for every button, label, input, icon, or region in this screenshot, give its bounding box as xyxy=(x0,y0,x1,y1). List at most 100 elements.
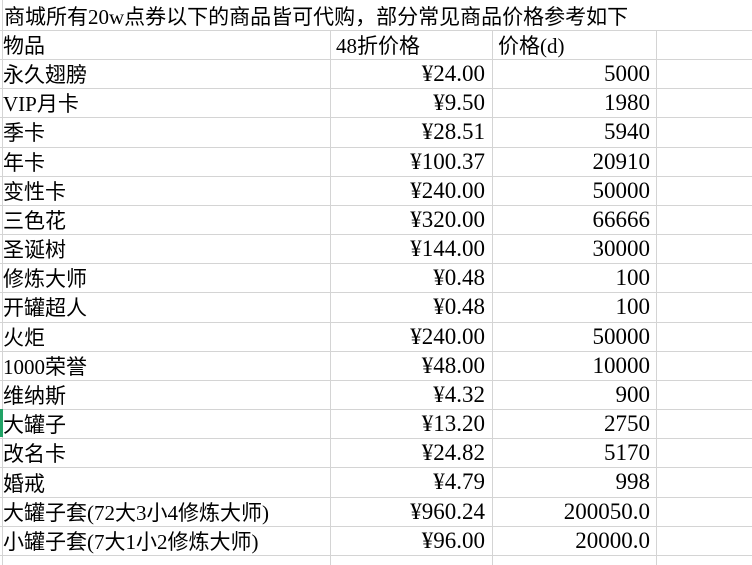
table-row: 大罐子套(72大3小4修炼大师) ¥960.24 200050.0 xyxy=(0,497,752,527)
price-d-cell[interactable]: 900 xyxy=(493,380,657,410)
empty-cell[interactable] xyxy=(657,148,752,176)
discount-price-cell[interactable]: ¥240.00 xyxy=(331,322,493,351)
table-row: 火炬 ¥240.00 50000 xyxy=(0,322,752,352)
price-d-cell[interactable]: 50000 xyxy=(493,322,657,351)
item-cell[interactable]: 修炼大师 xyxy=(0,264,331,293)
empty-cell[interactable] xyxy=(657,235,752,263)
discount-price-cell[interactable]: ¥48.00 xyxy=(331,351,493,380)
empty-cell[interactable] xyxy=(657,556,752,565)
discount-price-cell[interactable]: ¥240.00 xyxy=(331,176,493,205)
discount-price-cell[interactable]: ¥4.79 xyxy=(331,468,493,497)
price-d-cell[interactable]: 5940 xyxy=(493,118,657,147)
table-body: 永久翅膀 ¥24.00 5000 VIP月卡 ¥9.50 1980 季卡 ¥28… xyxy=(0,60,752,556)
empty-cell[interactable] xyxy=(657,60,752,88)
item-cell[interactable]: 维纳斯 xyxy=(0,380,331,410)
discount-price-cell[interactable]: ¥320.00 xyxy=(331,205,493,235)
empty-cell[interactable] xyxy=(657,293,752,321)
discount-price-cell[interactable]: ¥96.00 xyxy=(331,526,493,555)
item-cell[interactable]: 小罐子套(7大1小2修炼大师) xyxy=(0,526,331,555)
empty-row xyxy=(0,555,752,565)
discount-price-cell[interactable]: ¥24.00 xyxy=(331,60,493,89)
table-row: 开罐超人 ¥0.48 100 xyxy=(0,293,752,323)
column-header-item[interactable]: 物品 xyxy=(0,31,331,59)
table-row: 三色花 ¥320.00 66666 xyxy=(0,205,752,236)
table-row: VIP月卡 ¥9.50 1980 xyxy=(0,89,752,119)
item-cell[interactable]: 大罐子套(72大3小4修炼大师) xyxy=(0,497,331,526)
empty-cell[interactable] xyxy=(657,527,752,555)
table-row: 变性卡 ¥240.00 50000 xyxy=(0,176,752,206)
table-row: 圣诞树 ¥144.00 30000 xyxy=(0,235,752,265)
item-cell[interactable]: 开罐超人 xyxy=(0,293,331,322)
sheet-note-cell[interactable]: 商城所有20w点券以下的商品皆可代购，部分常见商品价格参考如下 xyxy=(4,5,629,29)
table-row: 大罐子 ¥13.20 2750 xyxy=(0,410,752,440)
item-cell[interactable]: 大罐子 xyxy=(0,410,331,439)
item-cell[interactable]: 季卡 xyxy=(0,118,331,147)
item-cell[interactable]: 1000荣誉 xyxy=(0,351,331,380)
price-d-cell[interactable]: 200050.0 xyxy=(493,497,657,526)
price-d-cell[interactable]: 20910 xyxy=(493,147,657,176)
table-row: 年卡 ¥100.37 20910 xyxy=(0,147,752,177)
price-d-cell[interactable]: 30000 xyxy=(493,235,657,264)
discount-price-cell[interactable]: ¥0.48 xyxy=(331,293,493,322)
item-cell[interactable]: VIP月卡 xyxy=(0,89,331,118)
price-d-cell[interactable]: 5000 xyxy=(493,60,657,89)
discount-price-cell[interactable]: ¥28.51 xyxy=(331,118,493,147)
price-d-cell[interactable]: 2750 xyxy=(493,410,657,439)
empty-cell[interactable] xyxy=(493,555,657,565)
empty-cell[interactable] xyxy=(657,381,752,409)
item-cell[interactable]: 火炬 xyxy=(0,322,331,351)
discount-price-cell[interactable]: ¥0.48 xyxy=(331,264,493,293)
empty-cell[interactable] xyxy=(657,352,752,380)
item-cell[interactable]: 改名卡 xyxy=(0,439,331,468)
empty-cell[interactable] xyxy=(657,177,752,205)
empty-cell[interactable] xyxy=(657,89,752,117)
discount-price-cell[interactable]: ¥100.37 xyxy=(331,147,493,176)
empty-cell[interactable] xyxy=(657,323,752,351)
empty-cell[interactable] xyxy=(657,264,752,292)
empty-cell[interactable] xyxy=(657,498,752,526)
item-cell[interactable]: 永久翅膀 xyxy=(0,60,331,89)
price-d-cell[interactable]: 1980 xyxy=(493,89,657,118)
price-d-cell[interactable]: 100 xyxy=(493,293,657,322)
empty-cell[interactable] xyxy=(657,468,752,496)
table-row: 维纳斯 ¥4.32 900 xyxy=(0,380,752,411)
item-cell[interactable]: 变性卡 xyxy=(0,176,331,205)
table-row: 婚戒 ¥4.79 998 xyxy=(0,468,752,498)
discount-price-cell[interactable]: ¥24.82 xyxy=(331,439,493,468)
table-row: 改名卡 ¥24.82 5170 xyxy=(0,439,752,469)
table-row: 季卡 ¥28.51 5940 xyxy=(0,118,752,148)
row-edit-indicator xyxy=(0,409,3,437)
table-row: 小罐子套(7大1小2修炼大师) ¥96.00 20000.0 xyxy=(0,526,752,556)
empty-cell[interactable] xyxy=(657,410,752,438)
left-gridline xyxy=(2,0,3,565)
price-d-cell[interactable]: 50000 xyxy=(493,176,657,205)
empty-cell[interactable] xyxy=(331,555,493,565)
item-cell[interactable]: 年卡 xyxy=(0,147,331,176)
item-cell[interactable]: 圣诞树 xyxy=(0,235,331,264)
discount-price-cell[interactable]: ¥960.24 xyxy=(331,497,493,526)
empty-cell[interactable] xyxy=(0,555,331,565)
discount-price-cell[interactable]: ¥4.32 xyxy=(331,380,493,410)
price-d-cell[interactable]: 5170 xyxy=(493,439,657,468)
table-row: 1000荣誉 ¥48.00 10000 xyxy=(0,351,752,381)
item-cell[interactable]: 婚戒 xyxy=(0,468,331,497)
column-header-empty[interactable] xyxy=(657,31,752,59)
empty-cell[interactable] xyxy=(657,206,752,234)
price-d-cell[interactable]: 20000.0 xyxy=(493,526,657,555)
table-row: 修炼大师 ¥0.48 100 xyxy=(0,264,752,294)
empty-cell[interactable] xyxy=(657,439,752,467)
price-d-cell[interactable]: 10000 xyxy=(493,351,657,380)
price-d-cell[interactable]: 998 xyxy=(493,468,657,497)
header-row: 物品 48折价格 价格(d) xyxy=(0,31,752,60)
column-header-price-d[interactable]: 价格(d) xyxy=(493,31,657,59)
table-row: 永久翅膀 ¥24.00 5000 xyxy=(0,60,752,90)
price-d-cell[interactable]: 66666 xyxy=(493,205,657,235)
price-d-cell[interactable]: 100 xyxy=(493,264,657,293)
item-cell[interactable]: 三色花 xyxy=(0,205,331,235)
discount-price-cell[interactable]: ¥13.20 xyxy=(331,410,493,439)
discount-price-cell[interactable]: ¥144.00 xyxy=(331,235,493,264)
discount-price-cell[interactable]: ¥9.50 xyxy=(331,89,493,118)
column-header-discount-price[interactable]: 48折价格 xyxy=(331,31,493,59)
empty-cell[interactable] xyxy=(657,118,752,146)
